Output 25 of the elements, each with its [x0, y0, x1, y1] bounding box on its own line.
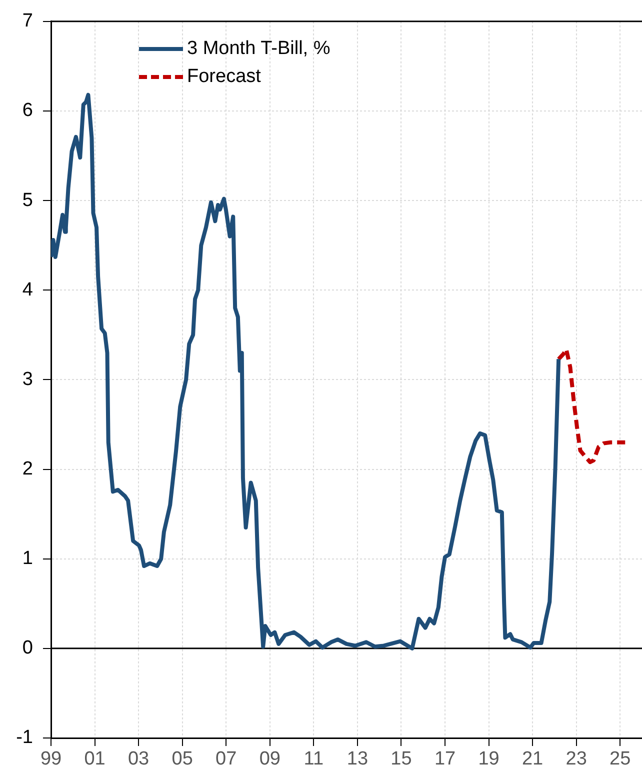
- y-tick-label: 0: [22, 638, 33, 659]
- x-tick-label: 15: [390, 748, 412, 770]
- x-tick-label: 09: [259, 748, 280, 770]
- x-tick-label: 21: [522, 748, 544, 770]
- y-tick-label: 3: [22, 368, 33, 390]
- x-tick-label: 25: [610, 748, 631, 770]
- y-tick-label: -1: [16, 727, 33, 748]
- x-tick-label: 05: [172, 748, 193, 770]
- x-tick-label: 19: [478, 748, 500, 770]
- x-tick-label: 03: [128, 748, 150, 770]
- y-tick-label: 5: [22, 190, 33, 211]
- y-tick-label: 1: [22, 548, 33, 570]
- y-tick-label: 2: [22, 458, 33, 480]
- legend-label: Forecast: [187, 65, 261, 90]
- x-tick-label: 13: [346, 748, 368, 770]
- x-tick-label: 07: [216, 748, 237, 770]
- y-tick-label: 6: [22, 100, 33, 122]
- x-tick-label: 01: [84, 748, 106, 770]
- x-tick-label: 99: [40, 748, 62, 770]
- legend-label: 3 Month T-Bill, %: [187, 37, 330, 62]
- x-tick-label: 17: [434, 748, 456, 770]
- x-tick-label: 23: [566, 748, 587, 770]
- y-tick-label: 7: [22, 10, 33, 32]
- y-tick-label: 4: [22, 279, 34, 300]
- x-tick-label: 11: [304, 748, 324, 770]
